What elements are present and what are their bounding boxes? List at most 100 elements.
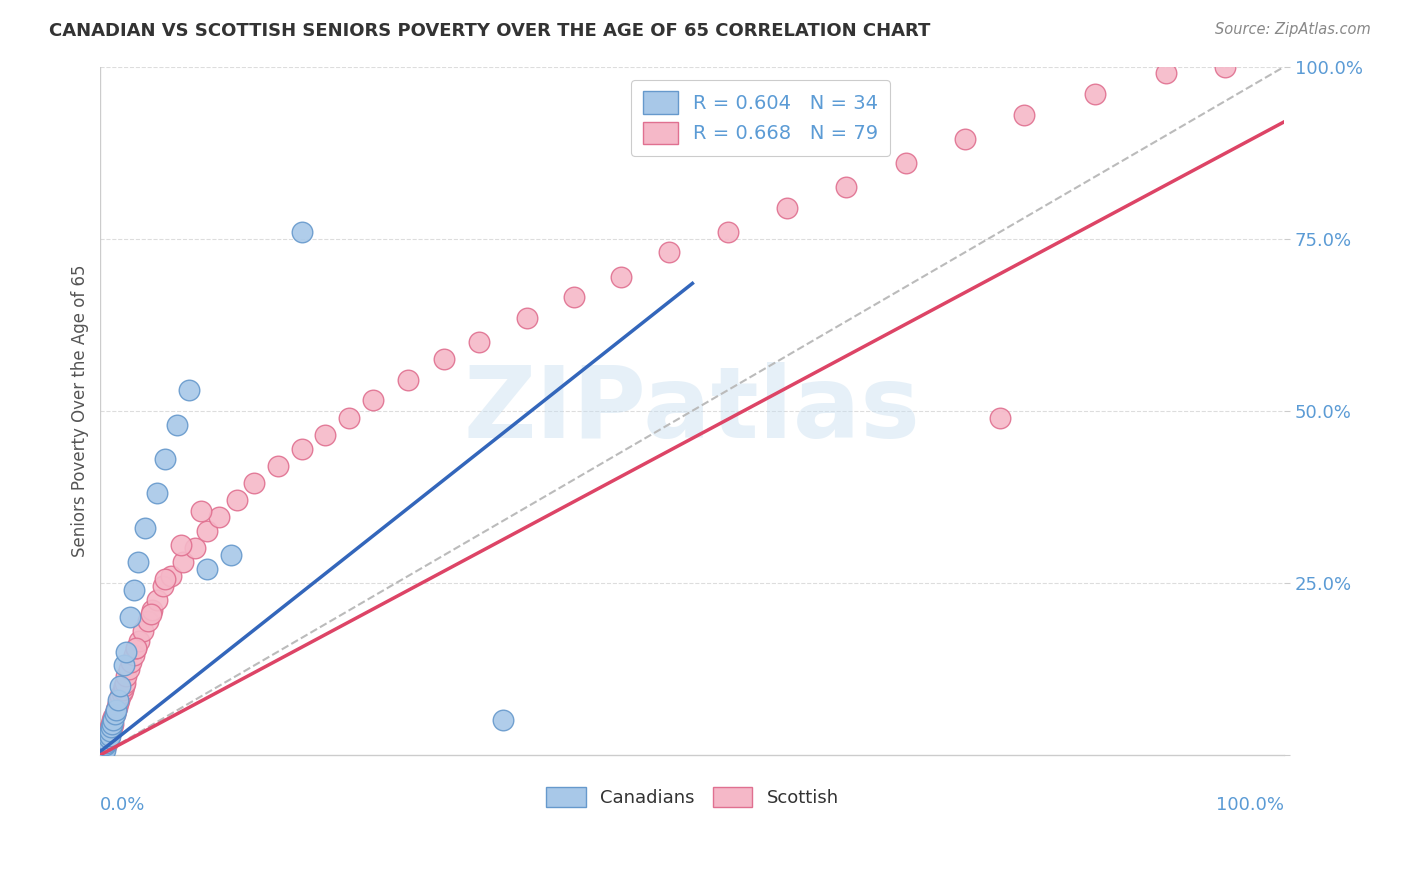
Point [468, 334, 491, 349]
Point [516, 310, 538, 325]
Point [100, 723, 122, 738]
Point [103, 710, 125, 724]
Point [776, 201, 799, 215]
Point [91, 742, 114, 756]
Point [396, 373, 419, 387]
Point [1084, 87, 1107, 102]
Point [90, 744, 112, 758]
Point [105, 699, 128, 714]
Point [562, 290, 585, 304]
Point [93, 734, 115, 748]
Point [90, 744, 112, 758]
Point [101, 720, 124, 734]
Point [103, 714, 125, 728]
Point [146, 593, 169, 607]
Point [108, 693, 131, 707]
Point [103, 706, 125, 721]
Point [97, 727, 120, 741]
Point [835, 180, 858, 194]
Point [433, 352, 456, 367]
Point [225, 493, 247, 508]
Point [96, 734, 118, 748]
Point [125, 641, 148, 656]
Point [170, 538, 193, 552]
Point [136, 614, 159, 628]
Text: 0.0%: 0.0% [100, 797, 146, 814]
Point [94, 734, 117, 748]
Point [98, 723, 121, 738]
Point [112, 679, 135, 693]
Point [128, 634, 150, 648]
Point [127, 555, 149, 569]
Point [96, 732, 118, 747]
Point [243, 476, 266, 491]
Point [107, 693, 129, 707]
Point [104, 703, 127, 717]
Point [98, 720, 121, 734]
Point [146, 486, 169, 500]
Point [155, 451, 177, 466]
Point [98, 729, 121, 743]
Point [96, 735, 118, 749]
Point [195, 524, 218, 539]
Point [361, 393, 384, 408]
Point [118, 610, 141, 624]
Point [658, 245, 681, 260]
Point [717, 225, 740, 239]
Point [219, 549, 242, 563]
Point [115, 669, 138, 683]
Point [134, 521, 156, 535]
Point [172, 555, 194, 569]
Point [91, 742, 114, 756]
Point [110, 679, 132, 693]
Point [97, 731, 120, 745]
Point [610, 269, 633, 284]
Point [179, 383, 201, 397]
Point [100, 720, 122, 734]
Point [112, 658, 135, 673]
Point [160, 569, 183, 583]
Point [93, 741, 115, 756]
Text: ZIPatlas: ZIPatlas [464, 362, 921, 459]
Point [91, 738, 114, 752]
Point [337, 410, 360, 425]
Text: 100.0%: 100.0% [1216, 797, 1285, 814]
Point [184, 541, 207, 556]
Point [90, 741, 112, 756]
Text: CANADIAN VS SCOTTISH SENIORS POVERTY OVER THE AGE OF 65 CORRELATION CHART: CANADIAN VS SCOTTISH SENIORS POVERTY OVE… [49, 22, 931, 40]
Point [97, 731, 120, 745]
Point [141, 603, 163, 617]
Point [96, 738, 118, 752]
Point [96, 727, 118, 741]
Point [96, 729, 118, 743]
Point [93, 738, 115, 752]
Point [122, 648, 145, 662]
Point [104, 703, 127, 717]
Point [1154, 66, 1177, 80]
Point [166, 417, 188, 432]
Point [1012, 108, 1035, 122]
Point [267, 458, 290, 473]
Point [93, 739, 115, 754]
Point [103, 706, 125, 721]
Point [98, 727, 121, 741]
Point [122, 582, 145, 597]
Point [132, 624, 155, 638]
Point [97, 723, 120, 738]
Point [94, 743, 117, 757]
Point [208, 510, 231, 524]
Point [107, 696, 129, 710]
Point [94, 738, 117, 752]
Point [190, 503, 212, 517]
Point [100, 717, 122, 731]
Point [141, 607, 163, 621]
Point [155, 573, 177, 587]
Point [988, 410, 1011, 425]
Point [314, 427, 336, 442]
Point [114, 675, 136, 690]
Legend: Canadians, Scottish: Canadians, Scottish [538, 780, 846, 814]
Point [152, 579, 174, 593]
Point [1213, 60, 1236, 74]
Point [492, 714, 515, 728]
Text: Source: ZipAtlas.com: Source: ZipAtlas.com [1215, 22, 1371, 37]
